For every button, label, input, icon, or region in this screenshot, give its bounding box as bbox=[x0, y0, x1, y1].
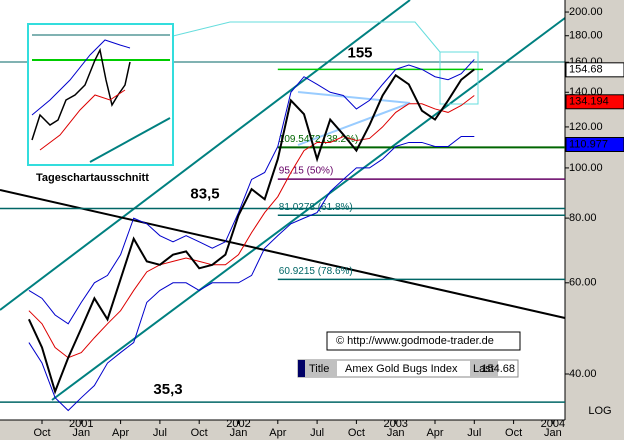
level-label: 83,5 bbox=[190, 185, 219, 202]
x-tick-label: Jul bbox=[153, 427, 167, 439]
series-line bbox=[28, 95, 475, 359]
copyright-box bbox=[326, 331, 521, 351]
price-label: 134.194 bbox=[569, 96, 609, 108]
year-label: 2001 bbox=[69, 418, 93, 430]
year-label: 2002 bbox=[226, 418, 250, 430]
x-tick-label: Jan bbox=[544, 427, 562, 439]
copyright: © http://www.godmode-trader.de bbox=[336, 335, 494, 347]
y-tick-label: 40.00 bbox=[569, 368, 597, 380]
y-tick-label: 200.00 bbox=[569, 6, 603, 18]
x-tick-label: Jan bbox=[387, 427, 405, 439]
zoom-connector bbox=[172, 21, 441, 53]
price-box bbox=[565, 62, 624, 78]
series-line bbox=[28, 135, 475, 412]
inset-price bbox=[31, 47, 131, 141]
y-tick-label: 120.00 bbox=[569, 121, 603, 133]
inset-label: Tageschartausschnitt bbox=[36, 172, 149, 184]
info-last-key: Last bbox=[473, 363, 494, 375]
y-tick-label: 80.00 bbox=[569, 212, 597, 224]
fib-label: 81.0278 (61.8%) bbox=[279, 202, 353, 213]
x-tick-label: Apr bbox=[269, 427, 286, 439]
info-marker bbox=[298, 360, 305, 377]
inset-trend bbox=[89, 117, 171, 163]
trend-channel-upper bbox=[0, 0, 411, 311]
x-tick-label: Oct bbox=[505, 427, 522, 439]
x-tick-label: Apr bbox=[112, 427, 129, 439]
price-box bbox=[565, 137, 624, 153]
y-tick-label: 100.00 bbox=[569, 162, 603, 174]
fib-label: 60.9215 (78.6%) bbox=[279, 266, 353, 277]
x-tick-label: Jul bbox=[467, 427, 481, 439]
level-label: 155 bbox=[347, 44, 372, 61]
fib-label: 95.15 (50%) bbox=[279, 166, 333, 177]
info-key-bg bbox=[305, 360, 337, 377]
x-tick-label: Apr bbox=[426, 427, 443, 439]
y-tick-label: 180.00 bbox=[569, 30, 603, 42]
year-label: 2003 bbox=[383, 418, 407, 430]
fib-label: 109.5472 (38.2%) bbox=[279, 134, 359, 145]
series-line bbox=[28, 59, 475, 325]
series-line bbox=[27, 68, 475, 395]
price-label: 154.68 bbox=[569, 64, 603, 76]
bottom-axis-panel bbox=[0, 420, 565, 440]
x-tick-label: Oct bbox=[191, 427, 208, 439]
x-tick-label: Oct bbox=[348, 427, 365, 439]
y-tick-label: 60.00 bbox=[569, 277, 597, 289]
info-title-key: Title bbox=[309, 363, 329, 375]
info-last: 154.68 bbox=[481, 363, 515, 375]
level-label: 35,3 bbox=[153, 381, 182, 398]
info-title: Amex Gold Bugs Index bbox=[345, 363, 458, 375]
x-tick-label: Jan bbox=[230, 427, 248, 439]
x-tick-label: Jul bbox=[310, 427, 324, 439]
triangle bbox=[297, 91, 411, 146]
inset-ma bbox=[39, 89, 126, 151]
info-key-bg bbox=[470, 360, 498, 377]
x-tick-label: Oct bbox=[33, 427, 50, 439]
x-tick-label: Jan bbox=[72, 427, 90, 439]
year-label: 2004 bbox=[541, 418, 565, 430]
downtrend-line bbox=[0, 189, 566, 319]
inset-frame bbox=[27, 23, 174, 166]
price-label: 110.977 bbox=[569, 138, 608, 150]
price-box bbox=[565, 94, 624, 110]
scale-label: LOG bbox=[588, 405, 611, 417]
inset-band bbox=[31, 39, 131, 116]
